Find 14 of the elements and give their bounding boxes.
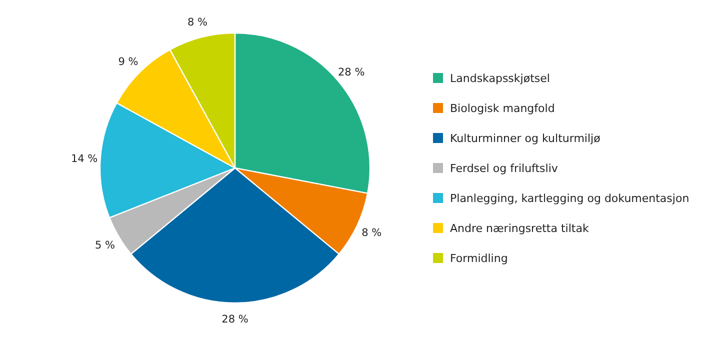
legend-label: Andre næringsretta tiltak xyxy=(450,222,590,235)
legend-label: Formidling xyxy=(450,252,508,265)
data-label: 8 % xyxy=(362,226,382,239)
data-label: 8 % xyxy=(187,16,208,28)
data-label: 14 % xyxy=(70,153,98,166)
data-label: 28 % xyxy=(222,314,248,326)
legend-label: Ferdsel og friluftsliv xyxy=(450,162,558,175)
data-label: 9 % xyxy=(118,56,138,68)
legend-label: Planlegging, kartlegging og dokumentasjon xyxy=(450,192,690,205)
data-label: 5 % xyxy=(95,240,116,252)
legend-label: Landskapsskjøtsel xyxy=(450,72,550,85)
data-label: 28 % xyxy=(338,66,365,78)
legend-label: Kulturminner og kulturmiljø xyxy=(450,132,601,145)
legend-label: Biologisk mangfold xyxy=(450,102,555,115)
